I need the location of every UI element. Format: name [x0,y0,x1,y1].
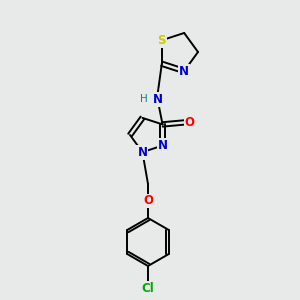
Text: H: H [140,94,147,104]
Text: N: N [153,93,163,106]
Text: Cl: Cl [142,281,154,295]
Text: N: N [179,64,189,77]
Text: N: N [137,146,147,159]
Text: O: O [184,116,195,129]
Text: S: S [158,34,166,47]
Text: N: N [158,139,168,152]
Text: O: O [143,194,153,208]
